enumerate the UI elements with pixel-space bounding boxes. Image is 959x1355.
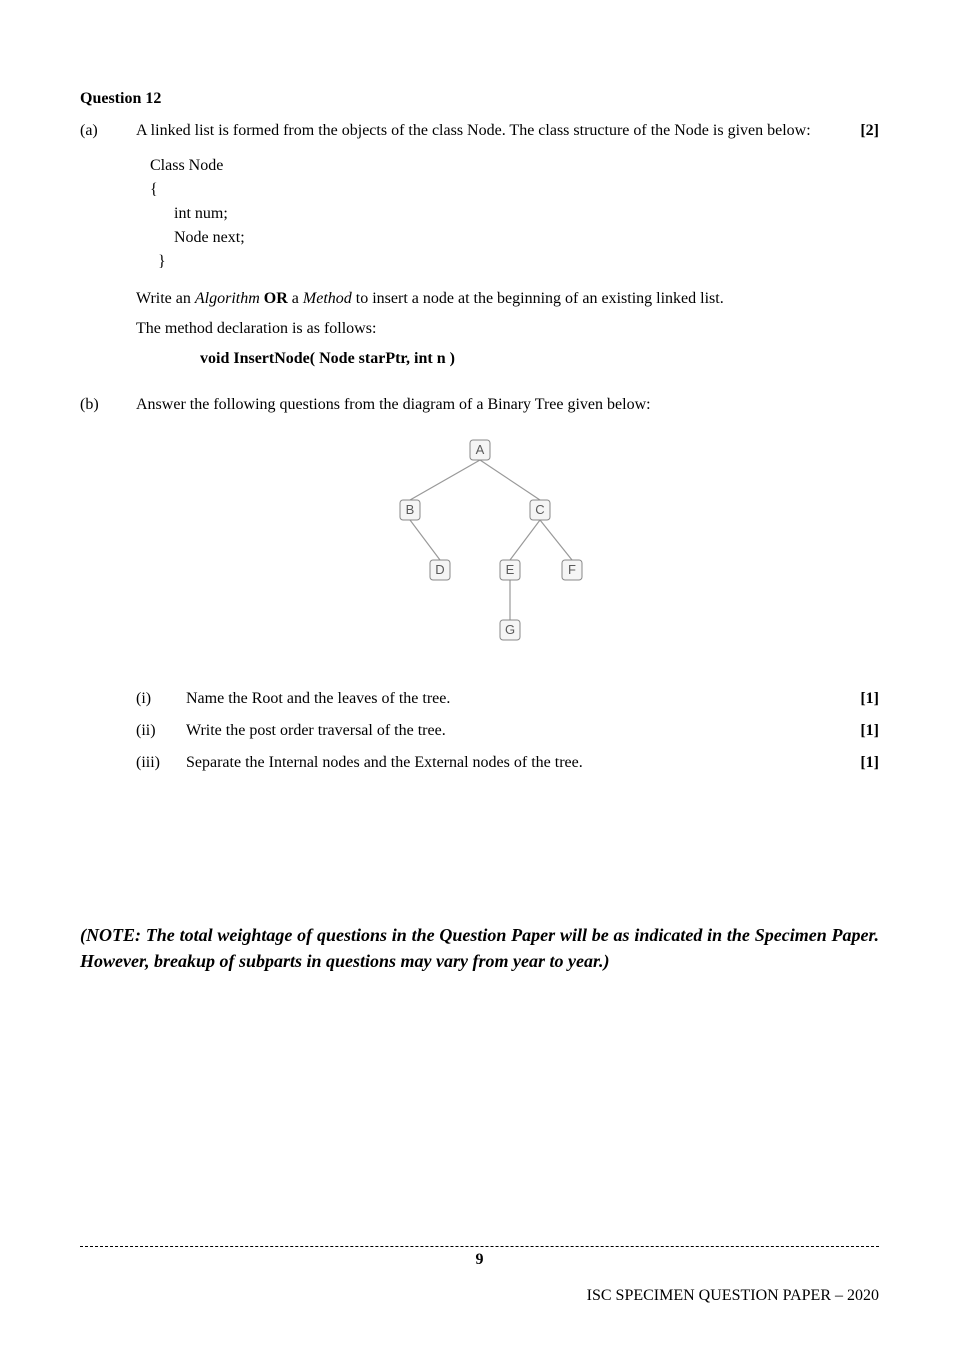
svg-text:F: F xyxy=(568,562,576,577)
algorithm-word: Algorithm xyxy=(195,290,260,307)
svg-text:G: G xyxy=(504,622,514,637)
write-an-text: Write an xyxy=(136,290,195,307)
part-b-row: (b) Answer the following questions from … xyxy=(80,396,879,414)
footer-text: ISC SPECIMEN QUESTION PAPER – 2020 xyxy=(80,1287,879,1305)
dashed-line xyxy=(80,1246,879,1247)
tree-svg: A B C D E F G xyxy=(350,432,610,662)
part-a-marks: [2] xyxy=(839,122,879,140)
part-b-label: (b) xyxy=(80,396,136,414)
note-text: (NOTE: The total weightage of questions … xyxy=(80,922,879,974)
or-word: OR xyxy=(260,290,292,307)
part-a-label: (a) xyxy=(80,122,136,140)
subpart-text: Name the Root and the leaves of the tree… xyxy=(186,690,839,708)
subpart-text: Separate the Internal nodes and the Exte… xyxy=(186,754,839,772)
page-number: 9 xyxy=(80,1251,879,1269)
svg-text:E: E xyxy=(505,562,514,577)
subpart-label: (ii) xyxy=(136,722,186,740)
code-block: Class Node { int num; Node next; } xyxy=(150,154,879,274)
subpart-marks: [1] xyxy=(839,722,879,740)
subpart-row: (i)Name the Root and the leaves of the t… xyxy=(136,690,879,708)
svg-text:D: D xyxy=(435,562,444,577)
part-a-text: A linked list is formed from the objects… xyxy=(136,122,839,140)
part-a-instruction: Write an Algorithm OR a Method to insert… xyxy=(136,290,879,308)
subparts-container: (i)Name the Root and the leaves of the t… xyxy=(80,690,879,772)
subpart-marks: [1] xyxy=(839,754,879,772)
decl-intro: The method declaration is as follows: xyxy=(136,320,879,338)
part-a-row: (a) A linked list is formed from the obj… xyxy=(80,122,879,140)
subpart-row: (ii)Write the post order traversal of th… xyxy=(136,722,879,740)
subpart-label: (iii) xyxy=(136,754,186,772)
svg-text:A: A xyxy=(475,442,484,457)
subpart-text: Write the post order traversal of the tr… xyxy=(186,722,839,740)
binary-tree-diagram: A B C D E F G xyxy=(80,432,879,662)
a-word: a xyxy=(292,290,303,307)
question-title: Question 12 xyxy=(80,90,879,108)
method-declaration: void InsertNode( Node starPtr, int n ) xyxy=(200,350,879,368)
insert-text: to insert a node at the beginning of an … xyxy=(352,290,724,307)
svg-text:C: C xyxy=(535,502,544,517)
svg-text:B: B xyxy=(405,502,414,517)
page-footer: 9 ISC SPECIMEN QUESTION PAPER – 2020 xyxy=(80,1246,879,1305)
subpart-row: (iii)Separate the Internal nodes and the… xyxy=(136,754,879,772)
subpart-label: (i) xyxy=(136,690,186,708)
subpart-marks: [1] xyxy=(839,690,879,708)
part-b-text: Answer the following questions from the … xyxy=(136,396,839,414)
method-word: Method xyxy=(303,290,352,307)
